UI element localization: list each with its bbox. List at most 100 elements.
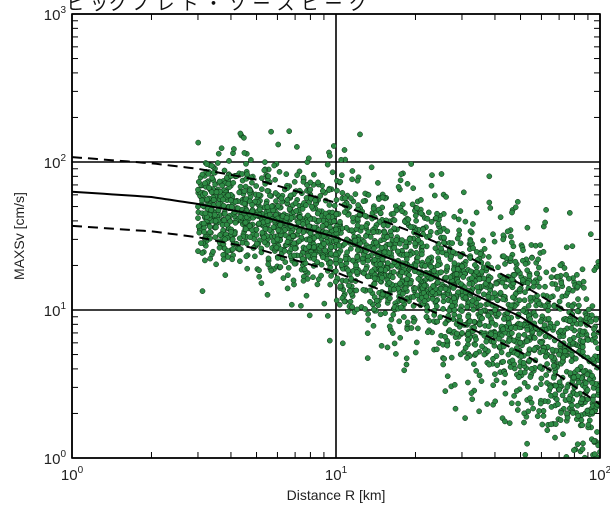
scatter-point [410, 318, 417, 325]
scatter-point [550, 362, 557, 369]
scatter-point [569, 402, 575, 409]
scatter-point [367, 287, 374, 294]
scatter-point [536, 408, 542, 414]
scatter-point [326, 202, 333, 208]
scatter-point [467, 268, 474, 275]
scatter-point [467, 238, 474, 245]
scatter-point [533, 270, 540, 277]
scatter-point [229, 236, 236, 243]
scatter-point [426, 232, 433, 239]
scatter-point [430, 283, 437, 289]
scatter-point [548, 353, 555, 360]
scatter-point [333, 268, 339, 275]
scatter-point [320, 254, 326, 261]
scatter-point [543, 269, 550, 276]
scatter-point [296, 238, 302, 245]
scatter-point [206, 223, 213, 230]
scatter-point [454, 266, 461, 272]
scatter-point [514, 407, 521, 413]
scatter-point [519, 277, 526, 284]
scatter-point [575, 412, 582, 419]
scatter-point [538, 375, 545, 382]
scatter-point [306, 237, 313, 243]
scatter-point [509, 330, 515, 336]
scatter-point [253, 226, 260, 233]
scatter-point [307, 179, 314, 186]
scatter-point [513, 388, 520, 394]
scatter-point [415, 276, 422, 282]
scatter-point [515, 267, 521, 274]
scatter-point [325, 213, 332, 220]
scatter-point [391, 244, 398, 251]
scatter-point [481, 246, 488, 252]
scatter-point [500, 253, 507, 260]
scatter-point [243, 160, 249, 167]
scatter-point [199, 171, 206, 178]
dashed-curve [72, 224, 600, 406]
scatter-point [563, 271, 569, 278]
scatter-point [485, 254, 492, 260]
scatter-point [462, 415, 468, 421]
scatter-point [393, 351, 399, 357]
scatter-point [493, 280, 500, 287]
scatter-point [527, 294, 534, 301]
scatter-point [442, 388, 449, 394]
scatter-point [500, 358, 507, 365]
curve-lines [72, 156, 600, 406]
scatter-point [421, 282, 428, 289]
scatter-point [242, 219, 249, 226]
scatter-point [588, 318, 594, 325]
scatter-point [410, 185, 417, 192]
scatter-point [488, 331, 494, 338]
scatter-point [291, 260, 298, 267]
y-tick-label: 103 [44, 5, 67, 24]
scatter-point [195, 179, 202, 185]
scatter-point [542, 353, 549, 360]
scatter-point [247, 234, 254, 240]
scatter-point [458, 281, 465, 287]
scatter-point [485, 293, 492, 300]
scatter-point [202, 257, 208, 264]
scatter-point [371, 281, 378, 287]
scatter-point [305, 252, 311, 259]
scatter-point [345, 267, 352, 274]
scatter-point [273, 198, 279, 204]
scatter-point [571, 447, 577, 454]
scatter-point [564, 410, 570, 417]
scatter-point [568, 351, 575, 358]
scatter-point [446, 327, 453, 333]
scatter-point [264, 188, 271, 194]
scatter-point [473, 350, 479, 357]
scatter-point [397, 304, 404, 311]
scatter-point [204, 161, 210, 167]
scatter-point [584, 387, 591, 393]
scatter-point [418, 210, 424, 217]
scatter-point [585, 421, 592, 428]
scatter-point [285, 272, 291, 279]
scatter-point [210, 248, 216, 255]
scatter-point [216, 178, 223, 185]
scatter-point [354, 222, 361, 229]
scatter-point [521, 297, 528, 304]
scatter-point [390, 311, 397, 318]
scatter-point [303, 202, 309, 209]
scatter-point [386, 279, 393, 286]
scatter-point [357, 131, 363, 138]
scatter-point [286, 205, 293, 212]
scatter-point [490, 382, 497, 389]
scatter-point [506, 420, 513, 426]
scatter-point [595, 442, 600, 449]
scatter-point [344, 249, 350, 256]
scatter-point [543, 207, 549, 213]
scatter-point [442, 333, 448, 340]
scatter-point [527, 374, 534, 380]
scatter-point [300, 221, 306, 228]
scatter-point [290, 277, 297, 284]
scatter-point [524, 326, 531, 333]
scatter-point [557, 327, 564, 334]
scatter-point [502, 418, 508, 425]
scatter-point [521, 380, 528, 386]
scatter-point [521, 369, 528, 376]
scatter-point [403, 361, 410, 368]
